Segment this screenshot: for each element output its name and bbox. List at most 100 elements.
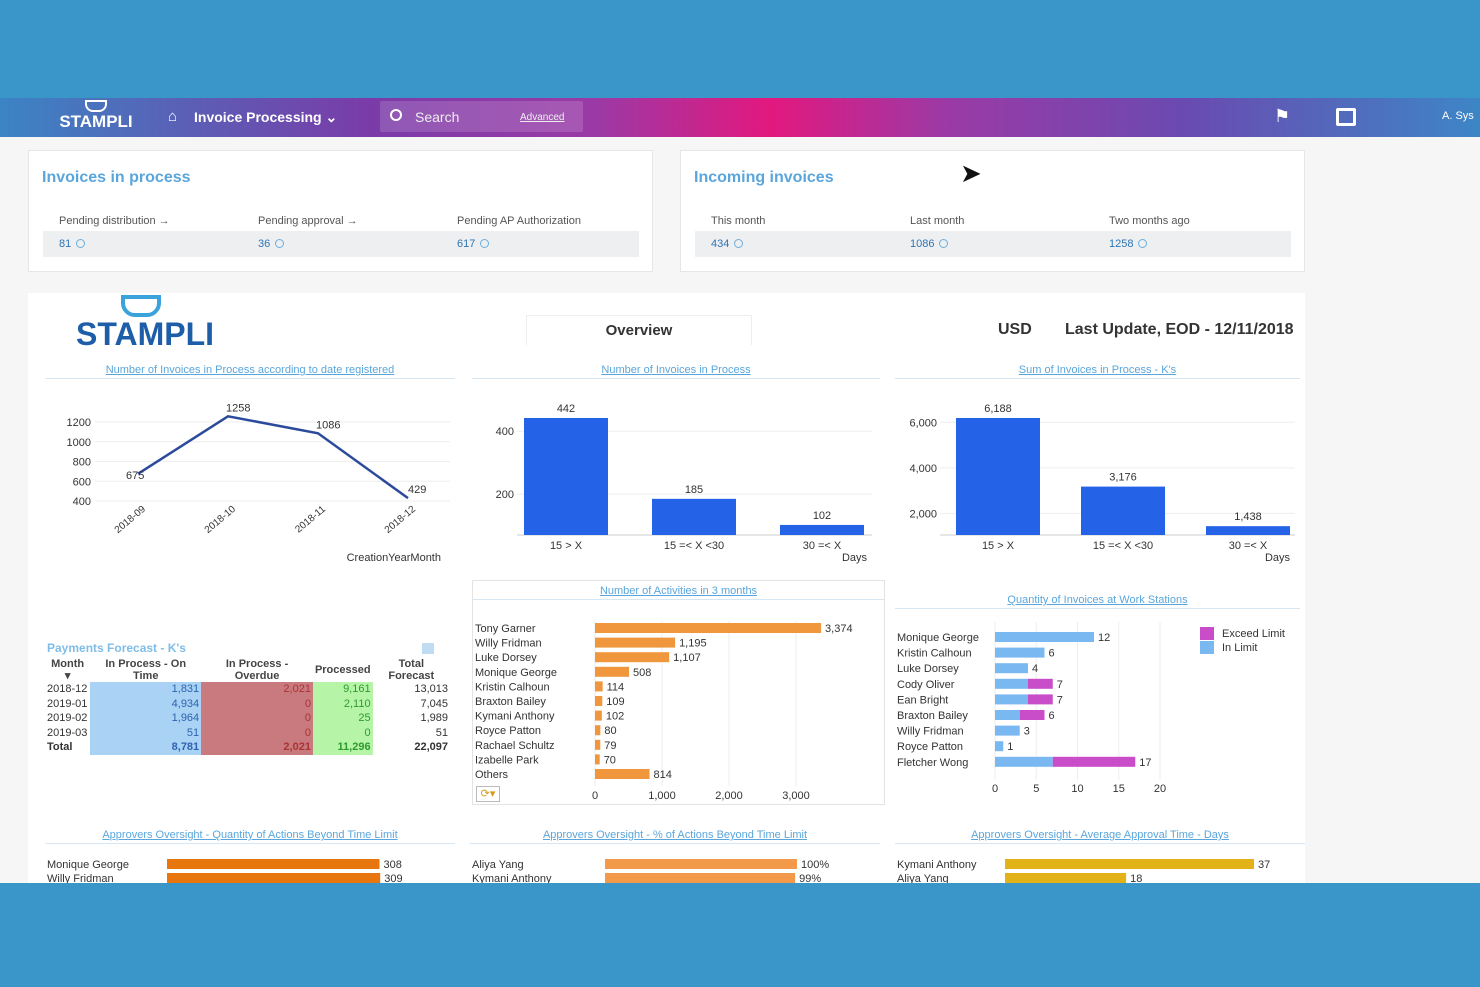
invoice-sum-chart-panel: Sum of Invoices in Process - K's 2,000 4,0…	[895, 360, 1300, 570]
y-tick-label: 6,000	[909, 417, 937, 429]
bar	[1005, 859, 1255, 869]
x-tick-label: 2018-12	[383, 504, 419, 536]
search-icon[interactable]	[734, 239, 744, 248]
table-cell: 2,021	[201, 740, 313, 755]
category-label: Others	[475, 769, 509, 781]
inbox-icon[interactable]	[1336, 108, 1356, 126]
chart-title: Number of Activities in 3 months	[599, 585, 758, 597]
chart-title: Number of Invoices in Process	[601, 364, 751, 376]
data-label: 70	[604, 754, 616, 766]
column-header: Processed	[314, 664, 371, 676]
logo[interactable]: STAMPLI	[58, 100, 134, 136]
this-month-link[interactable]: 434	[711, 238, 744, 250]
table-cell: 2,110	[312, 696, 373, 711]
data-label: 114	[607, 681, 625, 693]
top-nav: STAMPLI ⌂ Invoice Processing ⌄ Search Ad…	[0, 98, 1480, 137]
pending-ap-link[interactable]: 617	[457, 238, 490, 250]
forecast-table: Month ▾ In Process - On Time In Process - …	[45, 658, 450, 755]
column-header: In Process - On Time	[105, 658, 187, 682]
x-axis-label: Days	[1265, 552, 1291, 564]
flag-icon[interactable]: ⚑	[1274, 106, 1291, 126]
x-tick-label: 15 > X	[550, 540, 583, 552]
bar	[167, 873, 381, 883]
y-tick-label: 2,000	[909, 508, 937, 520]
title-underline	[45, 843, 455, 844]
search-icon[interactable]	[480, 239, 490, 248]
category-label: Royce Patton	[897, 741, 963, 753]
tab-overview[interactable]: Overview	[526, 315, 752, 345]
bar-exceed-limit	[1052, 756, 1136, 767]
value: 434	[711, 238, 730, 250]
bar	[1005, 873, 1127, 883]
bar-in-limit	[995, 663, 1028, 674]
work-stations-chart-panel: Quantity of Invoices at Work Stations 0 5 1…	[895, 590, 1300, 800]
data-label: 1	[1007, 741, 1013, 753]
pending-distribution-label: Pending distribution →	[59, 215, 170, 227]
search-input[interactable]: Search Advanced	[380, 101, 583, 132]
bar-exceed-limit	[1028, 678, 1053, 689]
data-label: 102	[606, 711, 624, 723]
data-label: 6	[1049, 710, 1055, 722]
x-tick-label: 2018-11	[293, 504, 328, 536]
chart-title: Number of Invoices in Process according …	[105, 364, 395, 376]
search-icon[interactable]	[76, 239, 86, 248]
table-row: Total 8,781 2,021 11,296 22,097	[45, 740, 450, 755]
data-label: 4	[1032, 663, 1038, 675]
search-icon[interactable]	[939, 239, 949, 248]
category-label: Royce Patton	[475, 725, 541, 737]
table-cell: 2019-02	[47, 712, 88, 725]
pending-distribution-link[interactable]: 81	[59, 238, 86, 250]
legend-label: In Limit	[1222, 642, 1257, 654]
table-row: 2019-01 4,934 0 2,110 7,045	[45, 696, 450, 711]
table-cell: 25	[312, 711, 373, 726]
last-month-link[interactable]: 1086	[910, 238, 949, 250]
home-icon[interactable]: ⌂	[168, 108, 178, 125]
table-cell: 0	[201, 696, 313, 711]
x-tick-label: 30 =< X	[1229, 540, 1268, 552]
value: 1258	[1109, 238, 1134, 250]
chart-svg: Aliya Yang 100% Kymani Anthony 99%	[472, 859, 829, 883]
column-header[interactable]: Month ▾	[51, 658, 85, 682]
y-tick-label: 600	[73, 476, 91, 488]
search-icon[interactable]	[275, 239, 285, 248]
bar	[595, 681, 603, 692]
bar	[605, 873, 796, 883]
value: 81	[59, 238, 72, 250]
category-label: Willy Fridman	[897, 726, 964, 738]
module-dropdown[interactable]: Invoice Processing ⌄	[194, 109, 338, 125]
this-month-label: This month	[711, 215, 766, 227]
table-cell: 1,964	[90, 711, 202, 726]
data-label: 675	[126, 470, 144, 482]
search-icon[interactable]	[1138, 239, 1148, 248]
category-label: Cody Oliver	[897, 679, 955, 691]
advanced-search-link[interactable]: Advanced	[520, 112, 565, 123]
legend-swatch	[1200, 627, 1214, 640]
data-label: 442	[557, 403, 575, 415]
pending-approval-link[interactable]: 36	[258, 238, 285, 250]
bar	[595, 637, 676, 648]
table-cell: 0	[312, 725, 373, 740]
two-months-ago-link[interactable]: 1258	[1109, 238, 1148, 250]
refresh-icon[interactable]: ⟳▾	[476, 786, 500, 802]
bar	[595, 754, 600, 765]
title-underline	[895, 843, 1305, 844]
x-tick-label: 20	[1154, 783, 1166, 795]
bar	[524, 418, 608, 535]
pending-approval-label: Pending approval →	[258, 215, 358, 227]
bar	[956, 418, 1040, 535]
bar	[595, 696, 603, 706]
user-name[interactable]: A. Sys	[1442, 110, 1474, 122]
category-label: Luke Dorsey	[897, 663, 959, 675]
card-title: Invoices in process	[42, 169, 191, 186]
export-icon[interactable]	[422, 643, 434, 654]
table-cell: 1,989	[420, 712, 448, 725]
two-months-ago-label: Two months ago	[1109, 215, 1190, 227]
value: 36	[258, 238, 271, 250]
value: 617	[457, 238, 476, 250]
chart-title: Approvers Oversight - % of Actions Beyon…	[542, 829, 808, 841]
chart-svg: 2,000 4,000 6,000 6,188 15 > X 3,176 15 =< X <…	[909, 403, 1295, 564]
table-cell: 51	[435, 726, 448, 739]
bar	[595, 666, 630, 677]
bar-exceed-limit	[1028, 694, 1053, 705]
chart-svg: 0 5 10 15 20 Monique George 12 Kristin Calhoun 6…	[897, 622, 1285, 795]
